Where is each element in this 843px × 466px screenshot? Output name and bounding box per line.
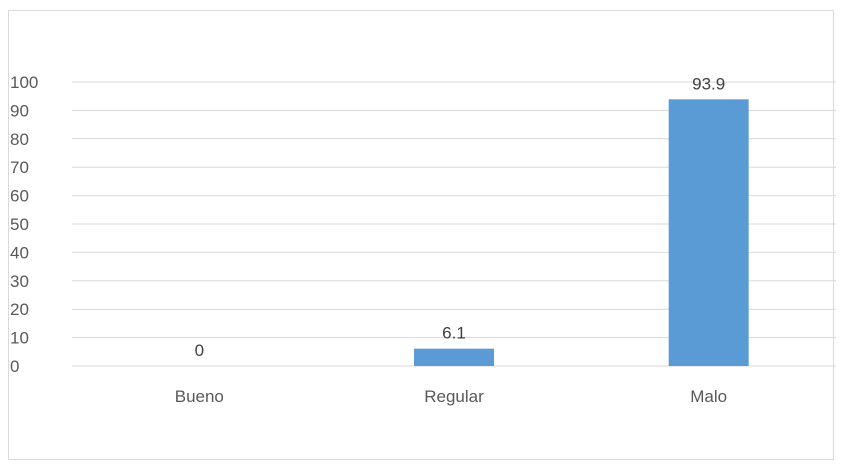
y-tick-label-10: 10 xyxy=(10,329,29,348)
y-tick-label-0: 0 xyxy=(10,357,19,376)
y-tick-label-20: 20 xyxy=(10,300,29,319)
category-label-malo: Malo xyxy=(690,387,727,406)
data-label-bueno: 0 xyxy=(195,341,204,360)
y-tick-label-30: 30 xyxy=(10,272,29,291)
y-axis-tick-labels: 0 10 20 30 40 50 60 70 80 90 100 xyxy=(10,73,38,376)
y-tick-label-50: 50 xyxy=(10,215,29,234)
y-tick-label-80: 80 xyxy=(10,130,29,149)
bars xyxy=(414,99,749,366)
category-label-bueno: Bueno xyxy=(175,387,224,406)
bar-malo xyxy=(668,99,749,366)
x-axis-category-labels: Bueno Regular Malo xyxy=(175,387,727,406)
data-label-malo: 93.9 xyxy=(692,74,725,93)
y-tick-label-70: 70 xyxy=(10,158,29,177)
data-labels: 0 6.1 93.9 xyxy=(195,74,726,360)
bar-regular xyxy=(414,348,494,366)
y-tick-label-100: 100 xyxy=(10,73,38,92)
y-tick-label-60: 60 xyxy=(10,187,29,206)
y-tick-label-40: 40 xyxy=(10,243,29,262)
y-tick-label-90: 90 xyxy=(10,101,29,120)
category-label-regular: Regular xyxy=(424,387,484,406)
data-label-regular: 6.1 xyxy=(442,324,466,343)
